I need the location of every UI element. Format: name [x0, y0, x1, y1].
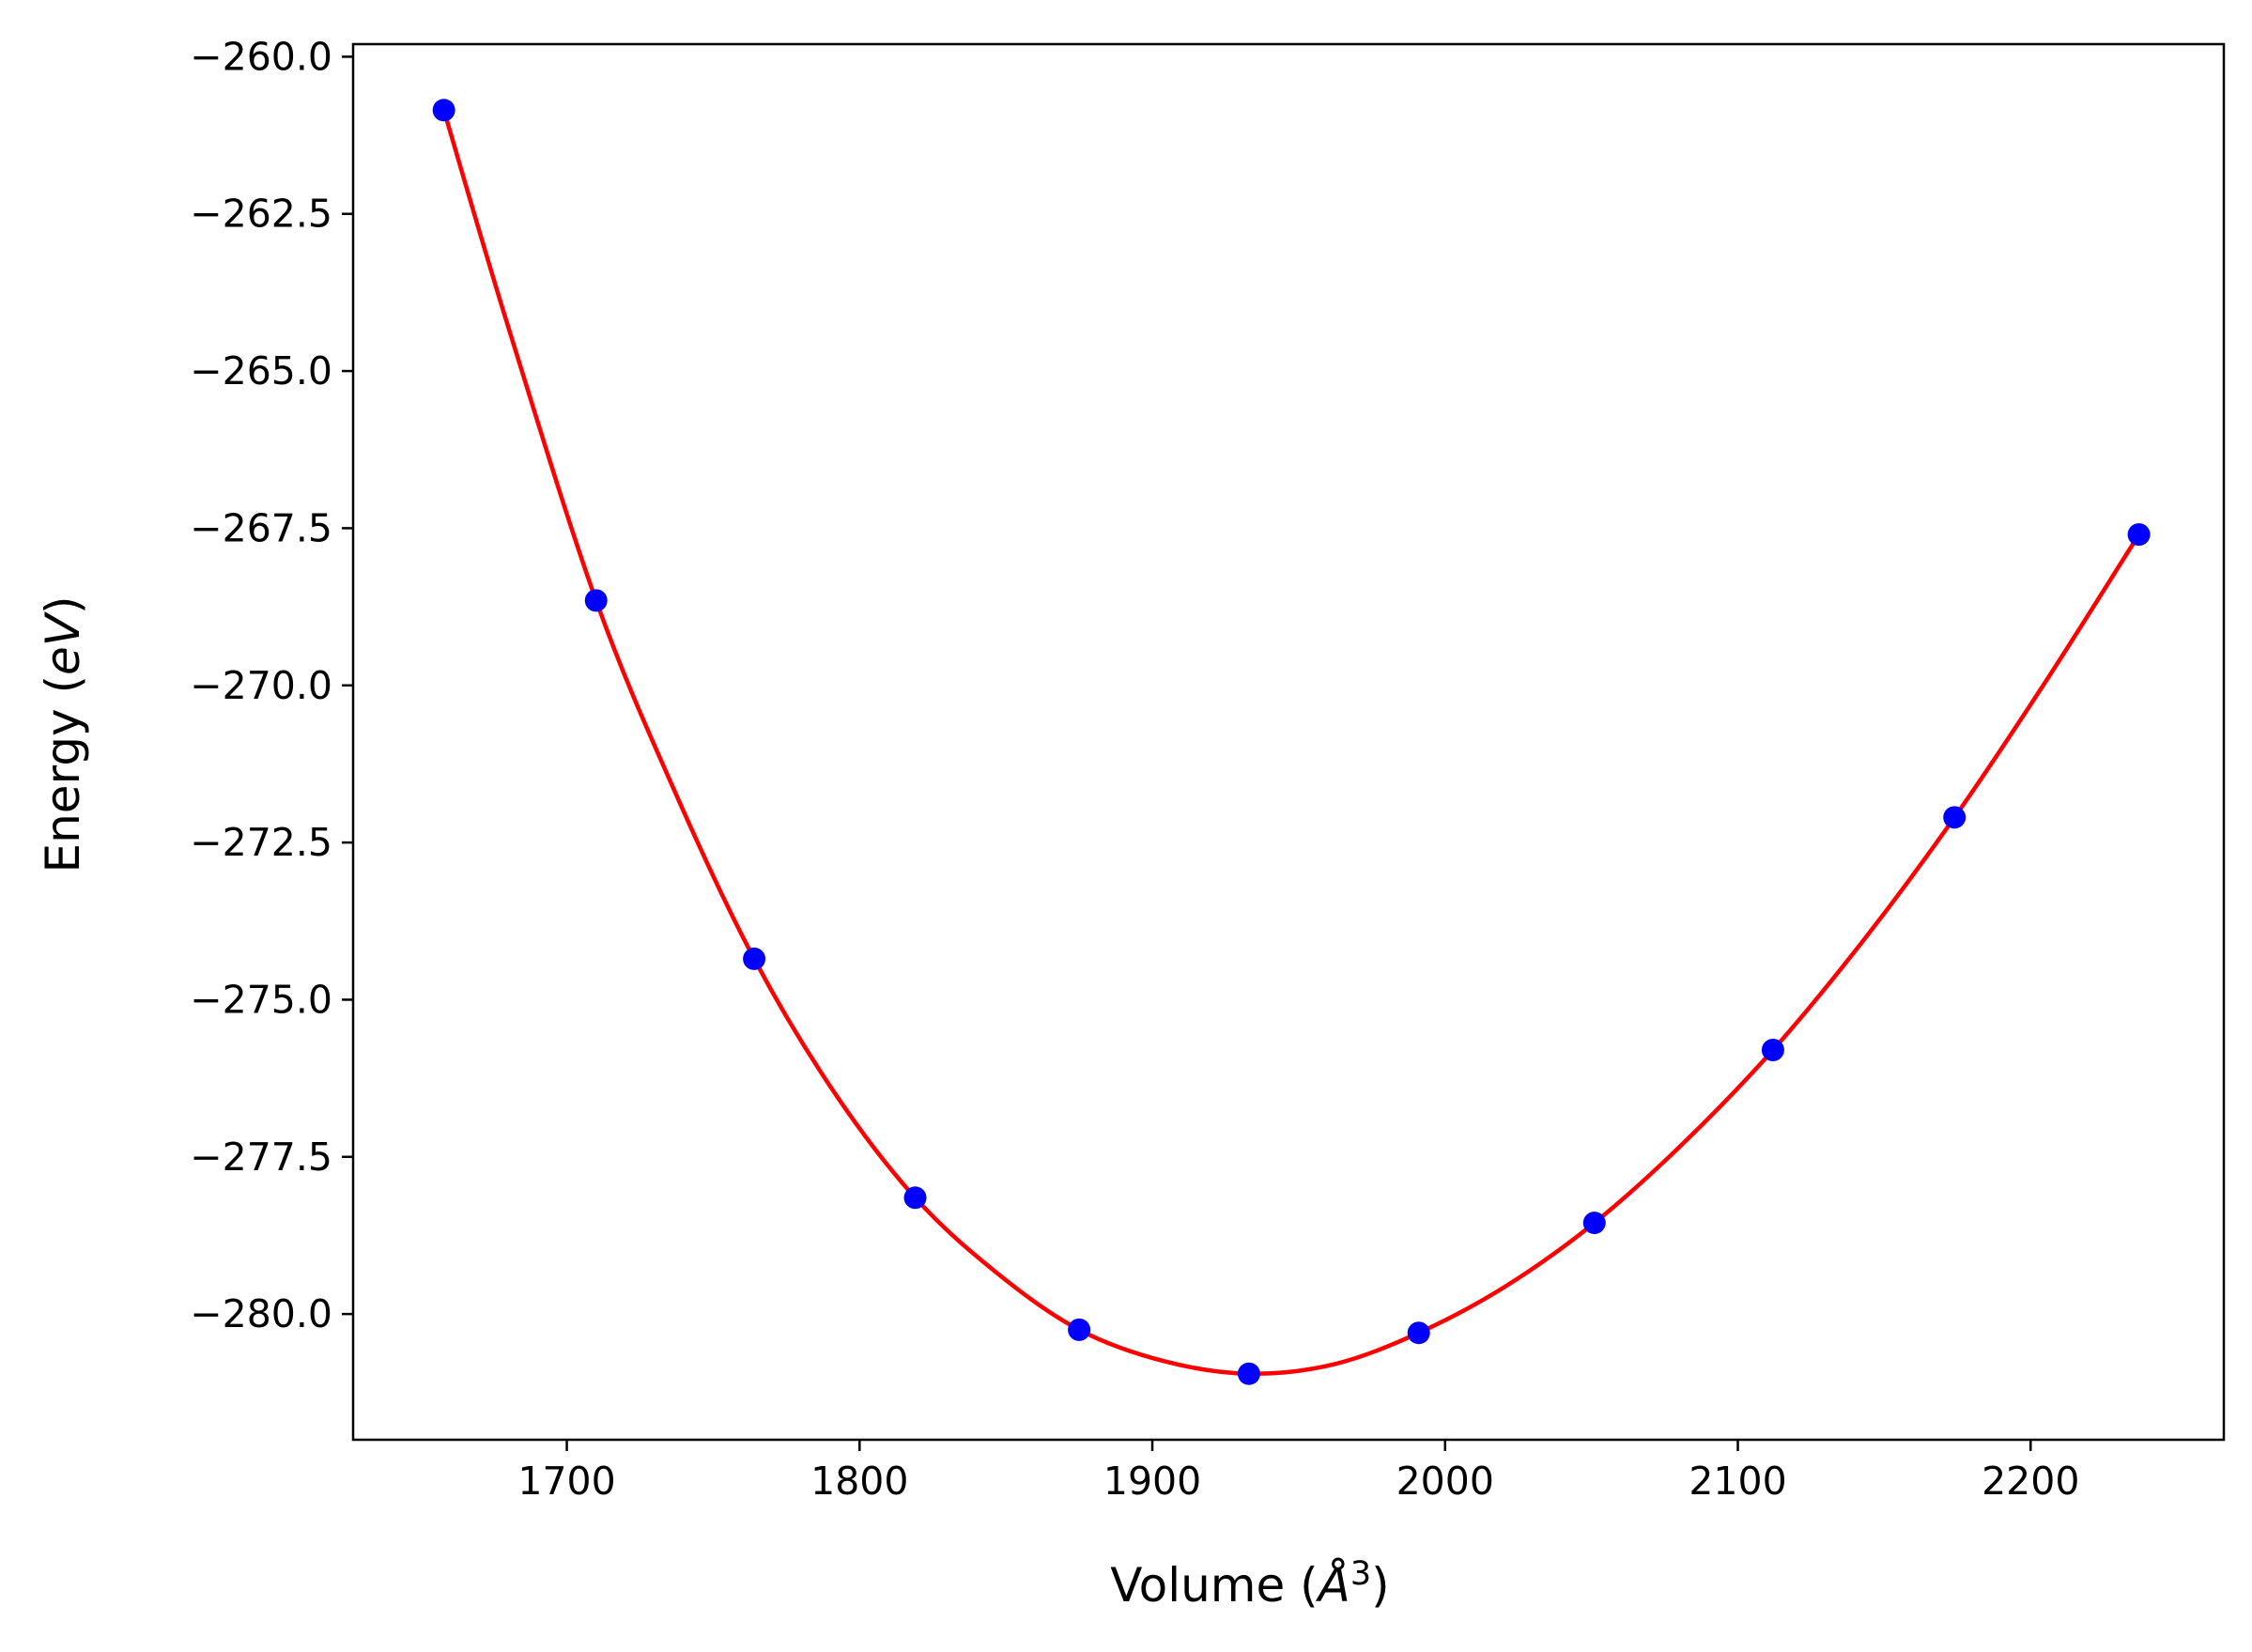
data-point [432, 99, 455, 122]
y-tick-label: −280.0 [190, 1291, 332, 1336]
data-point [903, 1186, 927, 1210]
axes-frame [351, 42, 2226, 1442]
data-point [743, 947, 766, 970]
data-point [584, 589, 608, 612]
plot-area [351, 42, 2226, 1442]
y-tick-label: −265.0 [190, 348, 332, 394]
x-tick-label: 2100 [1689, 1459, 1786, 1504]
x-tick-label: 1800 [810, 1459, 908, 1504]
x-tick-label: 1900 [1103, 1459, 1201, 1504]
data-point [1068, 1318, 1091, 1341]
x-tick-label: 2000 [1396, 1459, 1494, 1504]
data-point [1237, 1362, 1260, 1385]
data-point [1943, 806, 1967, 829]
x-axis-ticks: 1700 1800 1900 2000 2100 2200 [517, 1440, 2079, 1504]
x-axis-title: Volume (Å3) [1110, 1555, 1389, 1613]
y-axis-title: Energy (eV) [36, 596, 90, 873]
fit-curve [441, 109, 2141, 1377]
data-point [1407, 1321, 1430, 1345]
y-tick-label: −272.5 [190, 820, 332, 865]
y-tick-label: −275.0 [190, 977, 332, 1022]
y-tick-label: −260.0 [190, 34, 332, 79]
data-point [1761, 1038, 1784, 1061]
y-tick-label: −262.5 [190, 192, 332, 237]
y-tick-label: −277.5 [190, 1135, 332, 1180]
x-tick-label: 1700 [517, 1459, 615, 1504]
y-axis-ticks: −260.0 −262.5 −265.0 −267.5 −270.0 −272.5 −275… [190, 34, 353, 1336]
y-tick-label: −267.5 [190, 505, 332, 550]
data-point [1582, 1212, 1606, 1235]
x-tick-label: 2200 [1982, 1459, 2079, 1504]
data-point [2127, 523, 2151, 547]
y-tick-label: −270.0 [190, 663, 332, 708]
